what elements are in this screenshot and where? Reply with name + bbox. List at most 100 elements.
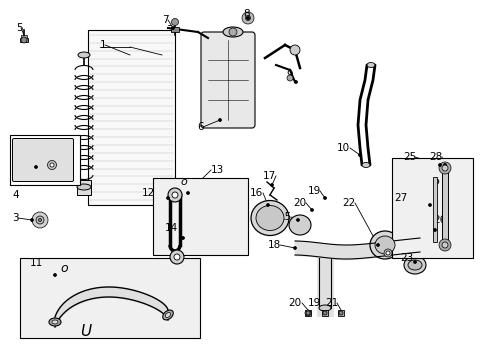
Ellipse shape <box>362 162 370 167</box>
Ellipse shape <box>163 310 173 320</box>
Circle shape <box>294 81 297 84</box>
Ellipse shape <box>408 260 422 270</box>
Circle shape <box>287 75 293 81</box>
Text: 8: 8 <box>243 9 249 19</box>
Text: 1: 1 <box>100 40 107 50</box>
Bar <box>77 180 91 195</box>
Circle shape <box>36 216 44 224</box>
Circle shape <box>323 311 327 315</box>
Circle shape <box>290 45 300 55</box>
Circle shape <box>306 311 310 315</box>
Circle shape <box>294 247 296 249</box>
Ellipse shape <box>77 184 91 190</box>
Circle shape <box>246 17 249 19</box>
Text: 16: 16 <box>250 188 263 198</box>
Text: 5: 5 <box>16 23 23 33</box>
Text: 20: 20 <box>288 298 301 308</box>
Text: o: o <box>432 177 439 187</box>
Text: o: o <box>60 262 68 275</box>
Ellipse shape <box>165 312 171 318</box>
Circle shape <box>174 254 180 260</box>
Bar <box>171 27 179 32</box>
Circle shape <box>34 166 38 168</box>
Circle shape <box>172 18 178 26</box>
Text: 6: 6 <box>197 122 204 132</box>
Bar <box>322 310 328 316</box>
Text: 11: 11 <box>30 258 43 268</box>
Ellipse shape <box>289 215 311 235</box>
Text: 2: 2 <box>12 155 19 165</box>
Text: 28: 28 <box>429 152 442 162</box>
Text: 15: 15 <box>279 212 292 222</box>
FancyBboxPatch shape <box>13 139 74 181</box>
Circle shape <box>323 197 326 199</box>
Ellipse shape <box>251 201 289 235</box>
Bar <box>10 135 80 185</box>
Text: U: U <box>80 324 91 339</box>
Ellipse shape <box>375 236 395 254</box>
Text: 22: 22 <box>342 198 355 208</box>
Circle shape <box>187 192 190 194</box>
FancyBboxPatch shape <box>201 32 255 128</box>
Ellipse shape <box>367 63 375 68</box>
Circle shape <box>267 203 270 207</box>
Circle shape <box>376 243 379 247</box>
Circle shape <box>296 219 299 221</box>
Ellipse shape <box>52 320 58 324</box>
Text: 20: 20 <box>293 198 306 208</box>
Bar <box>442 168 448 248</box>
Bar <box>153 178 248 255</box>
Circle shape <box>384 249 392 257</box>
Circle shape <box>39 219 42 221</box>
Circle shape <box>172 192 178 198</box>
Text: 10: 10 <box>337 143 350 153</box>
Circle shape <box>53 274 56 276</box>
Text: o: o <box>180 177 187 187</box>
Circle shape <box>172 27 174 30</box>
Bar <box>305 310 311 316</box>
Ellipse shape <box>319 305 331 311</box>
Circle shape <box>339 311 343 315</box>
Circle shape <box>219 118 221 122</box>
Circle shape <box>48 161 56 170</box>
Text: 4: 4 <box>12 190 19 200</box>
Text: 25: 25 <box>403 152 416 162</box>
Bar <box>433 177 437 242</box>
Ellipse shape <box>256 206 284 230</box>
Circle shape <box>305 310 311 316</box>
Text: 14: 14 <box>165 223 178 233</box>
Circle shape <box>386 251 390 255</box>
Bar <box>21 35 27 38</box>
Circle shape <box>387 252 390 255</box>
Text: 17: 17 <box>263 171 276 181</box>
Circle shape <box>170 250 184 264</box>
Text: 9: 9 <box>286 70 293 80</box>
Text: 24: 24 <box>379 243 392 253</box>
Circle shape <box>359 153 362 157</box>
Circle shape <box>434 229 437 231</box>
Circle shape <box>21 37 27 43</box>
Bar <box>20 38 28 42</box>
Text: 21: 21 <box>325 298 338 308</box>
Text: 12: 12 <box>142 188 155 198</box>
Bar <box>338 310 344 316</box>
Circle shape <box>414 261 416 264</box>
Circle shape <box>242 12 254 24</box>
Circle shape <box>229 28 237 36</box>
Text: 19: 19 <box>308 186 321 196</box>
Circle shape <box>442 165 448 171</box>
Ellipse shape <box>223 27 243 37</box>
Circle shape <box>30 219 33 221</box>
Circle shape <box>270 184 273 186</box>
Ellipse shape <box>49 318 61 326</box>
Text: 18: 18 <box>268 240 281 250</box>
Text: 27: 27 <box>394 193 407 203</box>
Circle shape <box>439 163 441 166</box>
Circle shape <box>428 203 432 207</box>
Circle shape <box>167 197 170 199</box>
Text: 26: 26 <box>433 215 446 225</box>
Circle shape <box>50 163 54 167</box>
Circle shape <box>168 188 182 202</box>
Ellipse shape <box>370 231 400 259</box>
Bar <box>20 258 200 338</box>
